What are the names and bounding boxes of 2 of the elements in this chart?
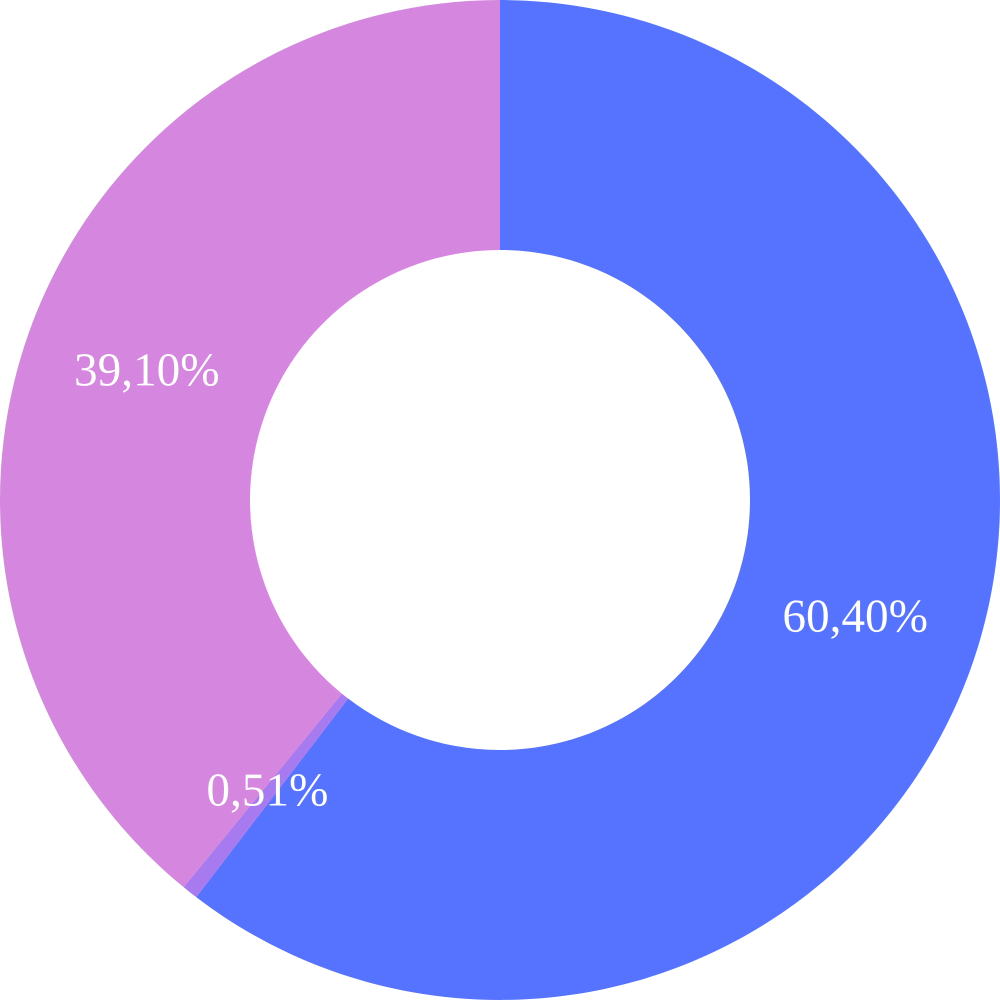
data-label: 60,40% <box>784 600 926 639</box>
data-label: 39,10% <box>76 354 218 393</box>
